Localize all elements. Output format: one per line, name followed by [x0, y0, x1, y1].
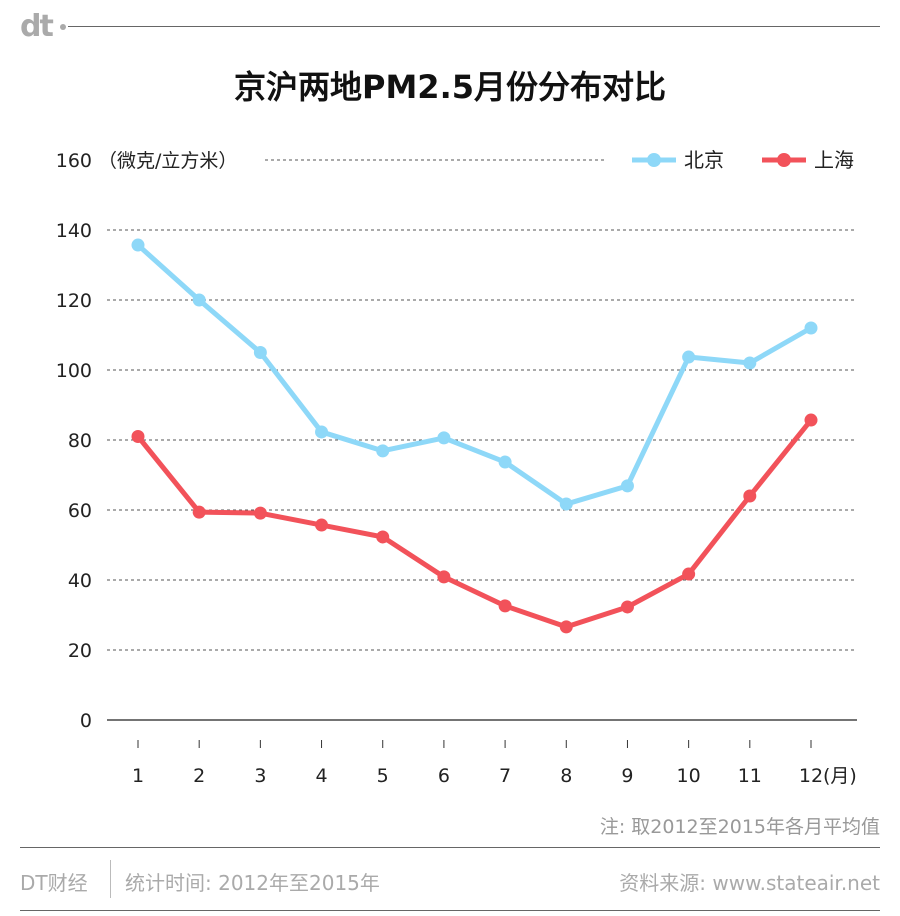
grid [107, 159, 857, 721]
data-point [131, 430, 145, 443]
series-layer [131, 238, 818, 634]
x-tick-label: 5 [377, 765, 389, 787]
x-tick-label: 8 [560, 765, 572, 787]
series-beijing [131, 238, 818, 511]
data-point [620, 600, 634, 614]
footer-source: 资料来源: www.stateair.net [619, 871, 880, 895]
y-tick-label: 60 [68, 500, 92, 522]
legend-marker [647, 153, 661, 167]
series-line [136, 243, 813, 507]
data-point [253, 346, 267, 359]
chart-title: 京沪两地PM2.5月份分布对比 [234, 68, 666, 106]
data-point [131, 238, 145, 252]
data-point [315, 518, 329, 532]
y-tick-label: 100 [56, 360, 92, 382]
footer-brand: DT财经 [20, 871, 88, 895]
data-point [437, 431, 451, 445]
data-point [682, 350, 696, 364]
x-tick-label: 2 [193, 765, 205, 787]
x-axis: 1 2 3 4 5 6 7 8 9 10 11 12 (月) [132, 740, 857, 787]
data-point [804, 321, 818, 335]
data-point [315, 425, 329, 439]
y-tick-label: 140 [56, 220, 92, 242]
x-tick-label: 9 [621, 765, 633, 787]
x-tick-label: 12 [799, 765, 823, 787]
top-divider [68, 26, 880, 27]
footer-separator [110, 860, 111, 898]
y-axis-label: （微克/立方米） [98, 150, 237, 172]
y-tick-label: 20 [68, 640, 92, 662]
x-tick-label: 4 [315, 765, 327, 787]
data-point [376, 530, 390, 544]
x-tick-label: 10 [677, 765, 701, 787]
data-point [376, 444, 390, 458]
data-point [804, 413, 818, 427]
x-tick-label: 11 [738, 765, 762, 787]
y-tick-label: 160 [56, 150, 92, 172]
y-tick-label: 0 [80, 710, 92, 732]
logo-dot [60, 24, 66, 30]
footer-period: 统计时间: 2012年至2015年 [125, 871, 380, 895]
x-tick-label: 3 [254, 765, 266, 787]
data-point [682, 567, 696, 581]
data-point [192, 505, 206, 519]
legend: 北京 上海 [632, 148, 854, 172]
data-point [253, 506, 267, 520]
data-point [743, 489, 757, 503]
data-point [192, 293, 206, 307]
data-point [620, 479, 634, 493]
y-axis: 0 20 40 60 80 100 120 140 160 （微克/立方米） [56, 150, 238, 732]
data-point [437, 570, 451, 584]
x-tick-label: 1 [132, 765, 144, 787]
data-point [498, 599, 512, 613]
data-point [743, 356, 757, 370]
series-shanghai [131, 413, 818, 634]
legend-marker [777, 153, 791, 167]
y-tick-label: 40 [68, 570, 92, 592]
y-tick-label: 80 [68, 430, 92, 452]
x-tick-label: 7 [499, 765, 511, 787]
data-point [559, 620, 573, 634]
x-axis-label: (月) [823, 765, 857, 787]
data-point [559, 497, 573, 511]
data-point [498, 455, 512, 469]
y-tick-label: 120 [56, 290, 92, 312]
legend-label: 北京 [684, 148, 724, 172]
series-line [136, 418, 813, 630]
footer-divider-bottom [20, 910, 880, 911]
x-tick-label: 6 [438, 765, 450, 787]
chart-note: 注: 取2012至2015年各月平均值 [599, 816, 880, 838]
dt-logo: dt [20, 9, 54, 44]
legend-label: 上海 [814, 148, 854, 172]
footer-divider-top [20, 847, 880, 848]
